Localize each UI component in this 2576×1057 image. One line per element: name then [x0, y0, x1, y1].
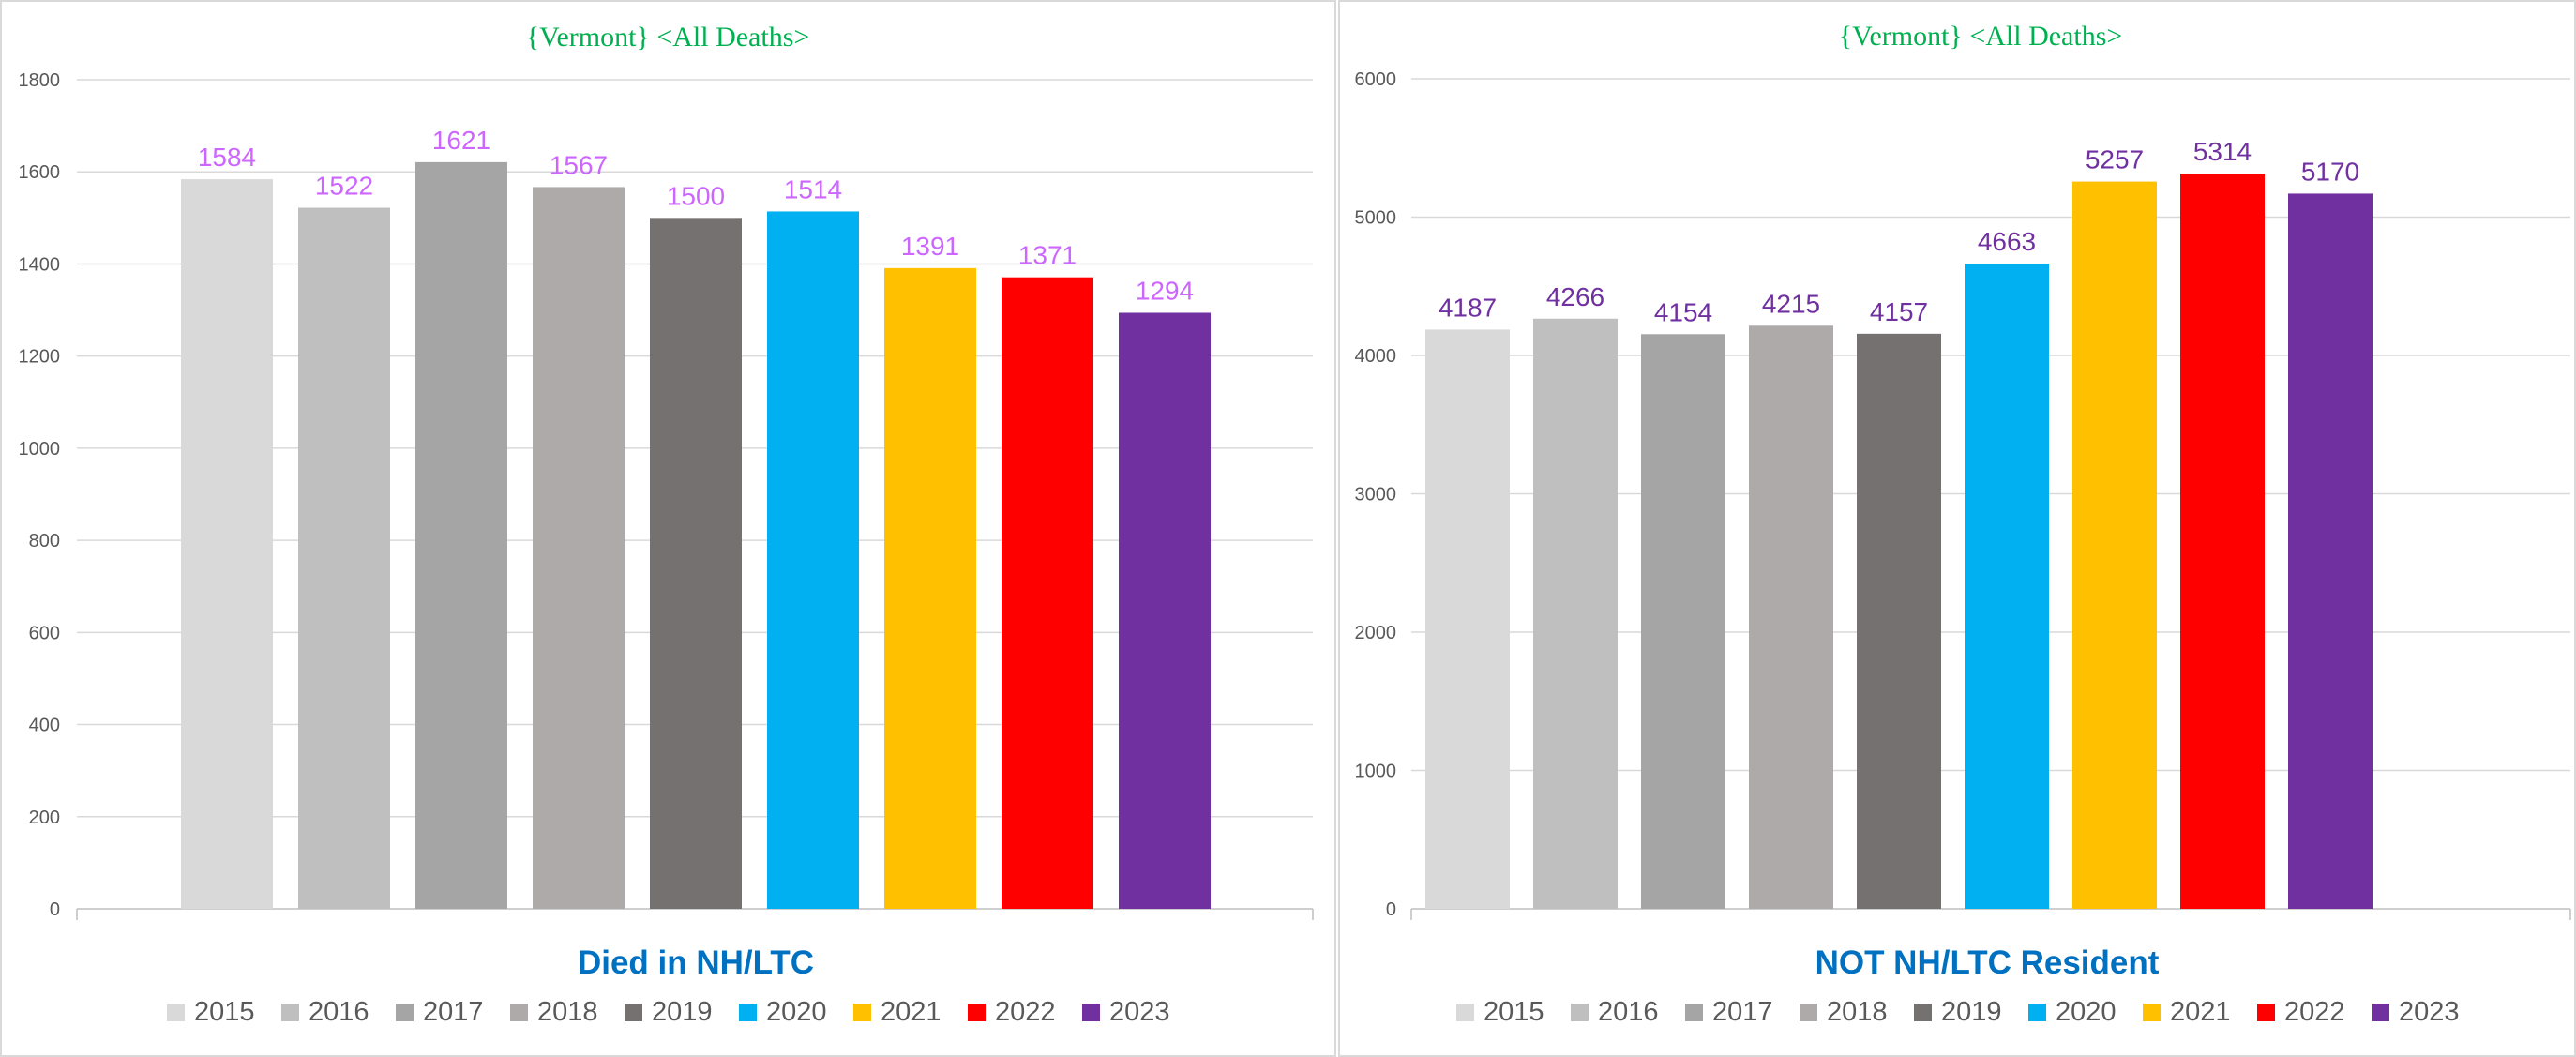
bar-2021 [884, 267, 976, 909]
legend-label-2022: 2022 [995, 997, 1056, 1027]
data-label-2020: 1514 [784, 174, 842, 204]
legend-swatch-2023 [2372, 1004, 2389, 1021]
bar-2017 [1641, 334, 1725, 909]
y-tick-label: 1200 [19, 347, 61, 368]
legend-label-2019: 2019 [652, 997, 713, 1027]
legend-swatch-2017 [1685, 1004, 1703, 1021]
legend-label-2021: 2021 [881, 997, 942, 1027]
y-tick-label: 800 [29, 531, 60, 551]
data-label-2015: 1584 [198, 143, 256, 172]
bar-2016 [298, 207, 390, 910]
y-tick-label: 6000 [1355, 69, 1397, 90]
bar-2015 [181, 179, 273, 909]
bar-2015 [1425, 329, 1510, 910]
data-label-2021: 5257 [2086, 145, 2144, 174]
legend-swatch-2023 [1082, 1004, 1100, 1021]
chart-panel-right: 0 1000 2000 3000 4000 5000 6000 4187 4266 4154 421… [1338, 0, 2576, 1057]
legend-swatch-2018 [510, 1004, 528, 1021]
bar-2020 [1965, 264, 2049, 909]
legend-swatch-2016 [281, 1004, 299, 1021]
y-tick-label: 1800 [19, 70, 61, 91]
chart-title: {Vermont} <All Deaths> [526, 22, 810, 53]
y-tick-label: 1400 [19, 254, 61, 275]
legend-swatch-2019 [625, 1004, 642, 1021]
data-label-2022: 1371 [1018, 241, 1077, 270]
legend-swatch-2021 [2143, 1004, 2161, 1021]
data-label-2017: 4154 [1654, 297, 1712, 326]
legend-label-2019: 2019 [1941, 997, 2002, 1027]
y-tick-label: 2000 [1355, 623, 1397, 643]
data-label-2015: 4187 [1439, 293, 1497, 322]
data-label-2019: 1500 [667, 181, 725, 210]
legend-swatch-2016 [1571, 1004, 1589, 1021]
legend-label-2016: 2016 [309, 997, 369, 1027]
bar-2019 [1857, 333, 1941, 909]
bar-2017 [415, 161, 507, 910]
data-label-2022: 5314 [2193, 137, 2252, 166]
y-tick-label: 1600 [19, 162, 61, 183]
bar-2023 [2288, 193, 2373, 910]
legend-label-2020: 2020 [2056, 997, 2117, 1027]
legend-label-2017: 2017 [423, 997, 484, 1027]
y-tick-label: 1000 [19, 439, 61, 460]
data-label-2020: 4663 [1978, 227, 2036, 256]
y-tick-label: 200 [29, 808, 60, 828]
x-axis-title: Died in NH/LTC [578, 944, 814, 981]
chart-title: {Vermont} <All Deaths> [1839, 21, 2123, 52]
legend-swatch-2015 [1456, 1004, 1474, 1021]
bar-2021 [2072, 181, 2157, 909]
legend-label-2018: 2018 [537, 997, 598, 1027]
data-label-2023: 5170 [2301, 157, 2359, 186]
legend-label-2017: 2017 [1712, 997, 1773, 1027]
data-label-2023: 1294 [1136, 277, 1194, 306]
y-tick-label: 4000 [1355, 346, 1397, 367]
data-label-2017: 1621 [432, 126, 490, 155]
data-label-2018: 4215 [1762, 289, 1820, 318]
legend-swatch-2015 [167, 1004, 185, 1021]
y-tick-label: 1000 [1355, 762, 1397, 782]
bar-2022 [2180, 174, 2265, 909]
legend-swatch-2020 [739, 1004, 757, 1021]
legend-swatch-2022 [968, 1004, 986, 1021]
legend-label-2020: 2020 [766, 997, 827, 1027]
bar-2022 [1002, 277, 1093, 910]
legend-label-2015: 2015 [1484, 997, 1544, 1027]
legend-label-2023: 2023 [1109, 997, 1170, 1027]
legend-label-2016: 2016 [1598, 997, 1659, 1027]
legend-label-2022: 2022 [2284, 997, 2345, 1027]
data-label-2018: 1567 [550, 150, 608, 179]
y-tick-label: 0 [1386, 899, 1396, 920]
data-label-2016: 4266 [1546, 282, 1604, 311]
y-tick-label: 5000 [1355, 208, 1397, 229]
bar-2019 [650, 218, 742, 910]
data-label-2019: 4157 [1870, 297, 1928, 326]
legend-swatch-2021 [853, 1004, 871, 1021]
legend-label-2015: 2015 [194, 997, 255, 1027]
bar-2016 [1533, 318, 1618, 909]
legend-swatch-2022 [2257, 1004, 2275, 1021]
chart-left: 0 200 400 600 800 1000 1200 1400 1600 1800 1584 152… [19, 22, 1314, 1027]
y-tick-label: 0 [50, 899, 60, 920]
y-tick-label: 400 [29, 716, 60, 736]
legend-swatch-2019 [1914, 1004, 1932, 1021]
bar-2020 [767, 211, 859, 910]
chart-right: 0 1000 2000 3000 4000 5000 6000 4187 4266 4154 421… [1355, 21, 2571, 1027]
x-axis-title: NOT NH/LTC Resident [1815, 944, 2160, 981]
bar-2018 [1749, 325, 1833, 910]
bar-2018 [533, 187, 625, 909]
legend-label-2023: 2023 [2399, 997, 2460, 1027]
y-tick-label: 600 [29, 623, 60, 643]
legend-swatch-2020 [2028, 1004, 2046, 1021]
bar-2023 [1119, 312, 1211, 910]
legend-swatch-2018 [1800, 1004, 1817, 1021]
legend-swatch-2017 [396, 1004, 414, 1021]
legend-label-2018: 2018 [1827, 997, 1888, 1027]
data-label-2016: 1522 [315, 172, 373, 201]
y-tick-label: 3000 [1355, 485, 1397, 506]
chart-panel-left: 0 200 400 600 800 1000 1200 1400 1600 1800 1584 152… [0, 0, 1336, 1057]
data-label-2021: 1391 [901, 232, 959, 261]
legend-label-2021: 2021 [2170, 997, 2231, 1027]
